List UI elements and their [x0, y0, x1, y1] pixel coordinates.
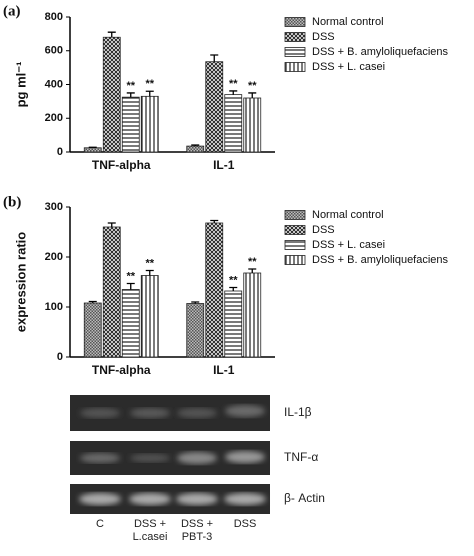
bar — [102, 36, 121, 153]
legend-label: DSS — [312, 224, 335, 236]
y-tick-label: 200 — [45, 112, 63, 124]
x-tick-label: TNF-alpha — [92, 158, 151, 172]
legend-swatch — [284, 62, 306, 72]
bar — [140, 95, 159, 153]
error-bar — [191, 301, 200, 304]
bar-chart: (a) pg ml⁻¹ 0 200 400 600 800 TNF-alpha ** ** IL-1… — [3, 3, 449, 172]
legend-swatch — [284, 255, 306, 265]
error-bar — [210, 219, 219, 223]
legend-label: DSS + L. casei — [312, 61, 385, 73]
bar — [83, 147, 102, 153]
error-bar — [126, 92, 135, 98]
legend-label: DSS — [312, 31, 335, 43]
error-bar — [88, 300, 97, 303]
gel-lane-label: DSS — [233, 518, 257, 530]
significance-label: ** — [145, 78, 154, 90]
legend-swatch — [284, 32, 306, 42]
gel-lane-label: DSS + L.casei — [132, 518, 168, 543]
error-bar — [88, 146, 97, 148]
bar — [140, 275, 159, 358]
legend-label: DSS + B. amyloliquefaciens — [312, 46, 449, 58]
error-bar — [145, 269, 154, 276]
bar — [205, 222, 224, 358]
y-axis-label: pg ml⁻¹ — [13, 62, 28, 108]
y-tick-label: 600 — [45, 45, 63, 57]
gel-lane-label: C — [96, 518, 104, 530]
error-bar — [229, 90, 238, 95]
legend-label: Normal control — [312, 16, 384, 28]
bar — [102, 226, 121, 358]
x-tick-label: TNF-alpha — [92, 363, 151, 377]
x-tick-label: IL-1 — [213, 363, 235, 377]
error-bar — [107, 222, 116, 227]
gel-row-label: β- Actin — [284, 491, 325, 505]
legend-swatch — [284, 225, 306, 235]
error-bar — [191, 144, 200, 147]
error-bar — [229, 286, 238, 291]
error-bar — [210, 54, 219, 62]
error-bar — [107, 31, 116, 38]
x-tick-label: IL-1 — [213, 158, 235, 172]
significance-label: ** — [229, 274, 238, 286]
y-tick-label: 400 — [45, 78, 63, 90]
gel-row-label: TNF-α — [284, 450, 319, 464]
significance-label: ** — [145, 257, 154, 269]
y-tick-label: 0 — [57, 351, 63, 363]
y-tick-label: 100 — [45, 301, 63, 313]
error-bar — [248, 268, 257, 273]
significance-label: ** — [229, 78, 238, 90]
bar — [121, 289, 140, 358]
error-bar — [145, 90, 154, 97]
legend-swatch — [284, 210, 306, 220]
significance-label: ** — [248, 80, 257, 92]
gel-lane-label: DSS + PBT-3 — [180, 518, 214, 543]
bar — [224, 94, 243, 153]
bar — [243, 272, 262, 358]
legend-swatch — [284, 47, 306, 57]
y-tick-label: 800 — [45, 11, 63, 23]
error-bar — [126, 282, 135, 290]
gel-row-label: IL-1β — [284, 405, 312, 419]
y-tick-label: 0 — [57, 146, 63, 158]
significance-label: ** — [248, 256, 257, 268]
bar — [224, 290, 243, 358]
significance-label: ** — [126, 80, 135, 92]
gel-image — [70, 395, 270, 514]
bar-chart: (b) expression ratio 0 100 200 300 TNF-alpha **… — [3, 194, 449, 377]
panel-label: (a) — [3, 3, 21, 19]
bar — [83, 302, 102, 358]
y-tick-label: 300 — [45, 201, 63, 213]
significance-label: ** — [126, 270, 135, 282]
bar — [205, 61, 224, 153]
bar — [186, 145, 205, 153]
legend-label: Normal control — [312, 209, 384, 221]
legend-label: DSS + L. casei — [312, 239, 385, 251]
bar — [121, 96, 140, 153]
legend-swatch — [284, 17, 306, 27]
bar — [243, 97, 262, 153]
bar — [186, 303, 205, 358]
legend-swatch — [284, 240, 306, 250]
legend-label: DSS + B. amyloliquefaciens — [312, 254, 449, 266]
y-tick-label: 200 — [45, 251, 63, 263]
y-axis-label: expression ratio — [13, 232, 28, 332]
panel-label: (b) — [3, 194, 21, 210]
error-bar — [248, 92, 257, 98]
